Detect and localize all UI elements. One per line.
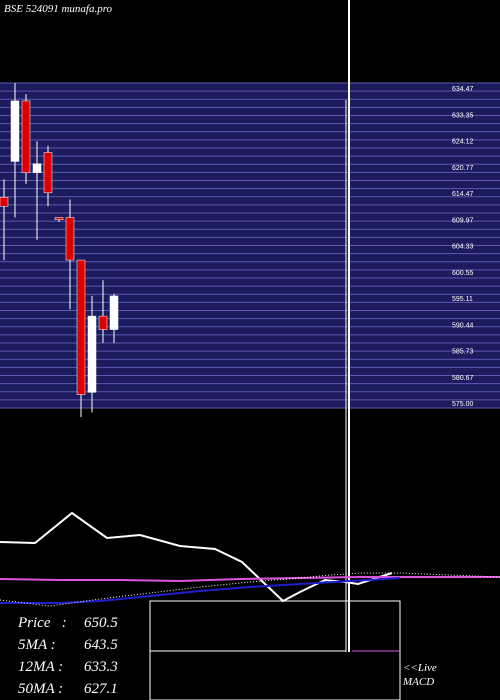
candle-body bbox=[10, 100, 20, 162]
macd-label: <<Live MACD bbox=[403, 661, 437, 689]
price-tick-label: 624.12 bbox=[452, 139, 474, 146]
macd-text: MACD bbox=[403, 676, 435, 688]
price-tick-labels: 634.47 633.35 624.12 620.77 614.47 609.97 604.… bbox=[452, 86, 474, 408]
price-stats: Price : 650.5 5MA : 643.5 12MA : 633.3 5… bbox=[18, 612, 118, 700]
price-tick-label: 595.11 bbox=[452, 296, 473, 303]
indicator-line bbox=[0, 511, 393, 603]
candle-body bbox=[43, 152, 53, 194]
stat-5ma: 5MA : 643.5 bbox=[18, 634, 118, 656]
stat-5ma-label: 5MA : bbox=[18, 637, 56, 653]
candle-body bbox=[54, 217, 64, 220]
stat-50ma-value: 627.1 bbox=[84, 681, 118, 697]
price-tick-label: 620.77 bbox=[452, 165, 474, 172]
candle-body bbox=[87, 315, 97, 393]
price-tick-label: 585.73 bbox=[452, 349, 474, 356]
candle-body bbox=[21, 100, 31, 173]
candle-body bbox=[0, 197, 9, 207]
candle-body bbox=[109, 295, 119, 330]
price-tick-label: 633.35 bbox=[452, 112, 474, 119]
price-tick-label: 575.00 bbox=[452, 401, 474, 408]
price-tick-label: 590.44 bbox=[452, 322, 474, 329]
price-tick-label: 609.97 bbox=[452, 217, 474, 224]
candle-body bbox=[98, 315, 108, 330]
price-tick-label: 634.47 bbox=[452, 86, 474, 93]
stat-5ma-value: 643.5 bbox=[84, 637, 118, 653]
candlesticks bbox=[0, 83, 119, 417]
stat-12ma: 12MA : 633.3 bbox=[18, 656, 118, 678]
candle-body bbox=[76, 259, 86, 395]
macd-live-text: <<Live bbox=[403, 662, 437, 674]
stat-12ma-label: 12MA : bbox=[18, 659, 64, 675]
stat-price-label: Price : bbox=[18, 615, 67, 631]
chart-title: BSE 524091 munafa.pro bbox=[4, 3, 113, 15]
stat-price-value: 650.5 bbox=[84, 615, 118, 631]
candle-body bbox=[65, 217, 75, 261]
price-tick-label: 600.55 bbox=[452, 270, 474, 277]
stat-price: Price : 650.5 bbox=[18, 612, 118, 634]
price-tick-label: 604.33 bbox=[452, 244, 474, 251]
ma-blue-line bbox=[0, 577, 401, 604]
price-tick-label: 614.47 bbox=[452, 191, 474, 198]
stat-50ma-label: 50MA : bbox=[18, 681, 64, 697]
candle-body bbox=[32, 163, 42, 173]
stat-12ma-value: 633.3 bbox=[84, 659, 118, 675]
price-tick-label: 580.67 bbox=[452, 375, 474, 382]
stat-50ma: 50MA : 627.1 bbox=[18, 678, 118, 700]
ma-pink-line bbox=[0, 576, 500, 583]
dotted-signal-line bbox=[0, 572, 500, 607]
price-gridlines bbox=[0, 82, 500, 409]
